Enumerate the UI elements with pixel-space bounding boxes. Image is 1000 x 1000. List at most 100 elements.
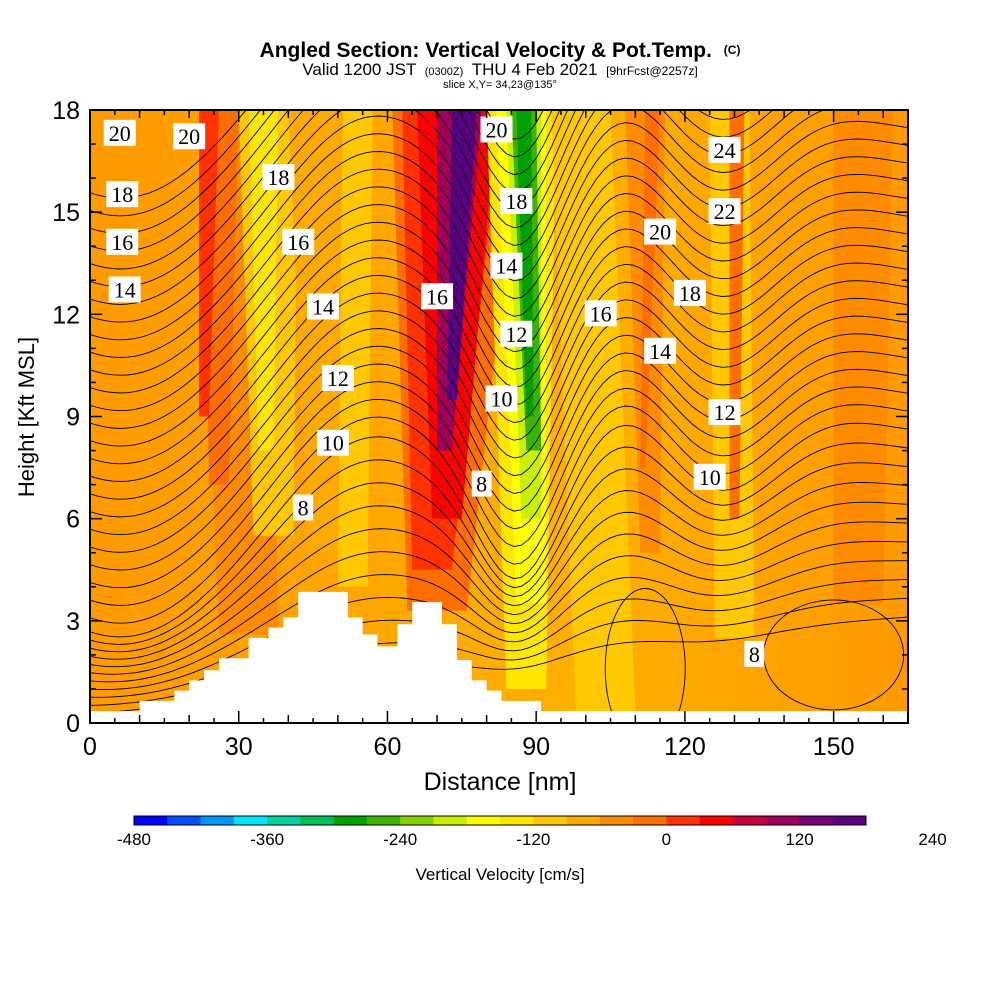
x-tick-label: 90 (522, 733, 550, 761)
colorbar-tick-label: 240 (918, 830, 946, 849)
theta-contour (90, 351, 908, 571)
y-axis: 0 3 6 9 12 15 18 (52, 97, 908, 738)
y-axis-label: Height [Kft MSL] (14, 337, 39, 497)
x-tick-label: 150 (813, 733, 855, 761)
theta-label-text: 20 (178, 124, 200, 149)
theta-label: 18 (673, 279, 706, 306)
theta-contour (90, 541, 908, 683)
y-tick-label: 9 (66, 404, 80, 432)
theta-label: 8 (744, 640, 765, 667)
theta-contour (90, 404, 908, 624)
theta-contour (90, 110, 553, 217)
theta-contour (90, 280, 908, 500)
theta-label: 20 (103, 119, 136, 146)
subtitle-valid: Valid 1200 JST (302, 60, 416, 79)
colorbar-swatch (333, 816, 368, 825)
colorbar-label: Vertical Velocity [cm/s] (415, 865, 584, 884)
chart-title: Angled Section: Vertical Velocity & Pot.… (260, 39, 712, 62)
theta-label-text: 16 (111, 230, 133, 255)
theta-label: 20 (173, 123, 206, 150)
theta-label-text: 8 (749, 642, 760, 667)
theta-label: 14 (307, 293, 340, 320)
slice-label: slice X,Y= 34,23@135° (443, 79, 557, 91)
x-axis: 0 30 60 90 120 150 (83, 110, 909, 761)
theta-label: 10 (485, 385, 518, 412)
y-tick-label: 0 (66, 710, 80, 738)
colorbar (133, 815, 867, 826)
theta-contour (90, 386, 908, 606)
theta-label: 22 (708, 198, 741, 225)
theta-label: 12 (500, 320, 533, 347)
theta-contour (90, 156, 908, 376)
theta-label-text: 14 (495, 254, 517, 279)
colorbar-ticks: -480 -360 -240 -120 0 120 240 (117, 830, 947, 849)
y-tick-label: 6 (66, 506, 80, 534)
theta-label: 18 (106, 181, 139, 208)
theta-contour (90, 191, 908, 412)
theta-label-text: 12 (327, 366, 349, 391)
theta-label-text: 10 (490, 386, 512, 411)
theta-contour (90, 262, 908, 482)
colorbar-tick-label: 0 (662, 830, 671, 849)
colorbar-tick-label: -120 (516, 830, 550, 849)
x-tick-label: 120 (664, 733, 706, 761)
theta-label-text: 8 (476, 472, 487, 497)
colorbar-swatch (566, 816, 601, 825)
theta-label-text: 20 (649, 220, 671, 245)
colorbar-swatch (633, 816, 667, 825)
colorbar-tick-label: 120 (785, 830, 813, 849)
colorbar-swatch (666, 816, 701, 825)
theta-contour (90, 368, 908, 589)
theta-label: 16 (421, 283, 454, 310)
theta-label: 14 (108, 276, 141, 303)
x-axis-label: Distance [nm] (424, 768, 577, 796)
theta-contour (90, 110, 569, 252)
x-tick-label: 0 (83, 733, 97, 761)
svg-text:Valid 1200 JST (0300Z): Valid 1200 JST (0300Z) THU 4 Feb 2021 [9… (302, 60, 697, 79)
colorbar-swatch (732, 816, 767, 825)
theta-contour (90, 110, 561, 235)
colorbar-swatch (366, 816, 401, 825)
colorbar-frame (133, 815, 867, 826)
theta-label: 12 (321, 365, 354, 392)
theta-contour (90, 138, 908, 358)
theta-label: 12 (708, 399, 741, 426)
theta-contour (90, 482, 908, 660)
updraft-band-west-peak (199, 110, 219, 417)
colorbar-swatch (832, 816, 867, 825)
downdraft-band-1-core (248, 110, 279, 451)
theta-contour (90, 501, 908, 668)
theta-contour (90, 521, 908, 675)
theta-label-text: 12 (714, 400, 736, 425)
colorbar-swatch (699, 816, 734, 825)
theta-label-text: 18 (111, 182, 133, 207)
colorbar-tick-label: -240 (383, 830, 417, 849)
theta-contour (90, 110, 752, 270)
theta-contour-labels: 20 20 18 16 14 18 16 14 12 10 8 16 20 18 14 12 10 8 24 22 20… (103, 116, 765, 667)
theta-contour-closed (604, 588, 686, 723)
colorbar-swatch (433, 816, 468, 825)
theta-contour (90, 297, 908, 518)
theta-label-text: 10 (699, 465, 721, 490)
band-150 (833, 110, 894, 604)
colorbar-swatch (233, 816, 268, 825)
colorbar-swatch (766, 816, 800, 825)
theta-contour (90, 315, 908, 536)
theta-label-text: 14 (649, 339, 671, 364)
x-tick-label: 60 (374, 733, 402, 761)
theta-label: 24 (708, 136, 741, 163)
theta-label-text: 16 (287, 230, 309, 255)
theta-label-text: 14 (312, 295, 334, 320)
theta-contour (90, 209, 908, 429)
colorbar-swatch (500, 816, 534, 825)
theta-label-text: 12 (505, 322, 527, 347)
y-tick-label: 18 (52, 97, 80, 125)
x-tick-label: 30 (225, 733, 253, 761)
theta-label-text: 20 (109, 121, 131, 146)
colorbar-swatch (799, 816, 834, 825)
y-tick-label: 15 (52, 199, 80, 227)
colorbar-swatch (134, 816, 168, 825)
colorbar-swatch (599, 816, 634, 825)
theta-label: 18 (262, 164, 295, 191)
theta-label: 14 (644, 337, 677, 364)
